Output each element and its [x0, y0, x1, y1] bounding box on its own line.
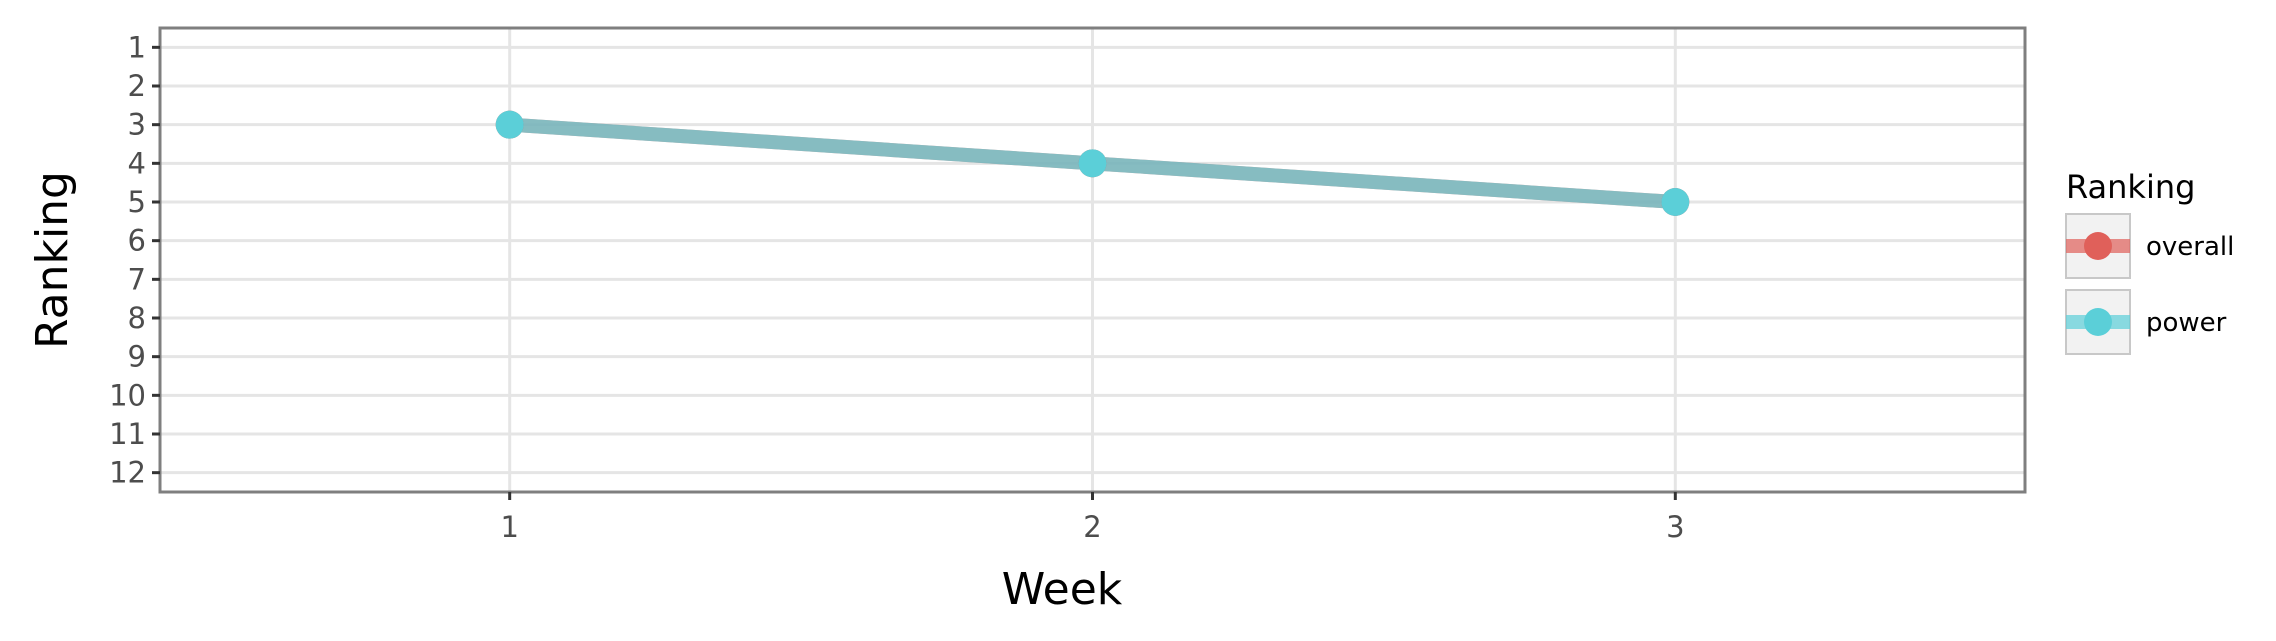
y-tick-label: 7 [128, 262, 146, 296]
y-tick-label: 12 [109, 456, 146, 490]
y-tick-label: 11 [109, 417, 146, 451]
y-tick-label: 5 [128, 185, 146, 219]
y-tick-label: 9 [128, 340, 146, 374]
legend-key-point [2084, 308, 2112, 336]
legend-item-power: power [2065, 289, 2227, 355]
y-tick-label: 8 [128, 301, 146, 335]
y-tick-label: 3 [128, 108, 146, 142]
legend-label: overall [2146, 232, 2234, 262]
y-tick-label: 6 [128, 224, 146, 258]
series-point-power [1661, 188, 1690, 216]
x-tick-label: 2 [1083, 510, 1101, 544]
legend-title: Ranking [2066, 168, 2195, 206]
x-axis-title: Week [1002, 564, 1123, 615]
legend: Ranking overall power [2065, 168, 2234, 355]
series-point-power [1078, 149, 1107, 178]
y-tick-label: 2 [128, 69, 146, 103]
legend-label: power [2146, 308, 2227, 338]
legend-item-overall: overall [2065, 213, 2234, 279]
series-layer [495, 110, 1690, 216]
y-tick-label: 10 [109, 378, 146, 412]
y-tick-label: 1 [128, 30, 146, 64]
x-tick-label: 3 [1666, 510, 1684, 544]
y-axis-title: Ranking [27, 171, 78, 349]
y-tick-label: 4 [128, 146, 146, 180]
ticks [152, 45, 1677, 500]
series-point-power [495, 110, 524, 139]
x-tick-label: 1 [500, 510, 518, 544]
legend-key-point [2084, 232, 2112, 260]
grid [160, 28, 2025, 492]
